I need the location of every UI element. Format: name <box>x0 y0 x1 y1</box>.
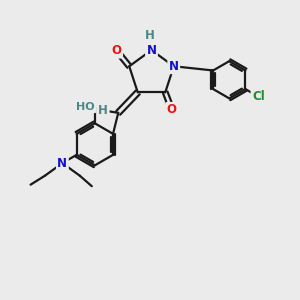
Text: H: H <box>145 28 155 42</box>
Text: H: H <box>98 104 108 117</box>
Text: O: O <box>112 44 122 57</box>
Text: Cl: Cl <box>252 90 265 103</box>
Text: N: N <box>146 44 157 57</box>
Text: HO: HO <box>76 102 95 112</box>
Text: N: N <box>169 60 179 73</box>
Text: O: O <box>167 103 177 116</box>
Text: N: N <box>57 157 68 169</box>
